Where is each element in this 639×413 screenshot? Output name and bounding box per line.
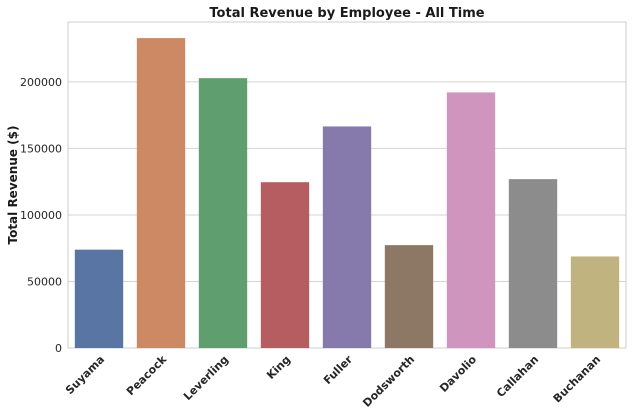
x-tick-label: Suyama bbox=[63, 353, 107, 397]
x-tick-label: Davolio bbox=[437, 353, 479, 395]
bar-davolio bbox=[446, 92, 496, 348]
bar-king bbox=[260, 182, 310, 348]
bar-peacock bbox=[136, 38, 186, 349]
x-tick-label: Dodsworth bbox=[360, 353, 417, 410]
chart-title: Total Revenue by Employee - All Time bbox=[209, 6, 484, 21]
y-tick-label: 150000 bbox=[20, 142, 62, 155]
y-tick-label: 200000 bbox=[20, 76, 62, 89]
bar-suyama bbox=[74, 249, 124, 348]
y-tick-label: 0 bbox=[55, 342, 62, 355]
x-tick-label: Leverling bbox=[181, 353, 231, 403]
x-tick-label: Fuller bbox=[321, 353, 356, 388]
bar-callahan bbox=[508, 179, 558, 348]
x-tick-label: Buchanan bbox=[551, 353, 603, 405]
x-tick-label: Peacock bbox=[124, 352, 170, 398]
x-tick-label: Callahan bbox=[494, 353, 541, 400]
bar-leverling bbox=[198, 78, 248, 348]
x-tick-label: King bbox=[264, 353, 293, 382]
y-axis-ticks: 0 50000 100000 150000 200000 bbox=[20, 76, 62, 355]
bar-fuller bbox=[322, 126, 372, 348]
x-axis-ticks: Suyama Peacock Leverling King Fuller Dodswort… bbox=[63, 352, 603, 409]
bar-dodsworth bbox=[384, 245, 434, 348]
bar-buchanan bbox=[570, 256, 620, 348]
bars bbox=[74, 38, 620, 349]
y-tick-label: 50000 bbox=[27, 275, 62, 288]
y-axis-label: Total Revenue ($) bbox=[6, 125, 20, 244]
y-tick-label: 100000 bbox=[20, 209, 62, 222]
